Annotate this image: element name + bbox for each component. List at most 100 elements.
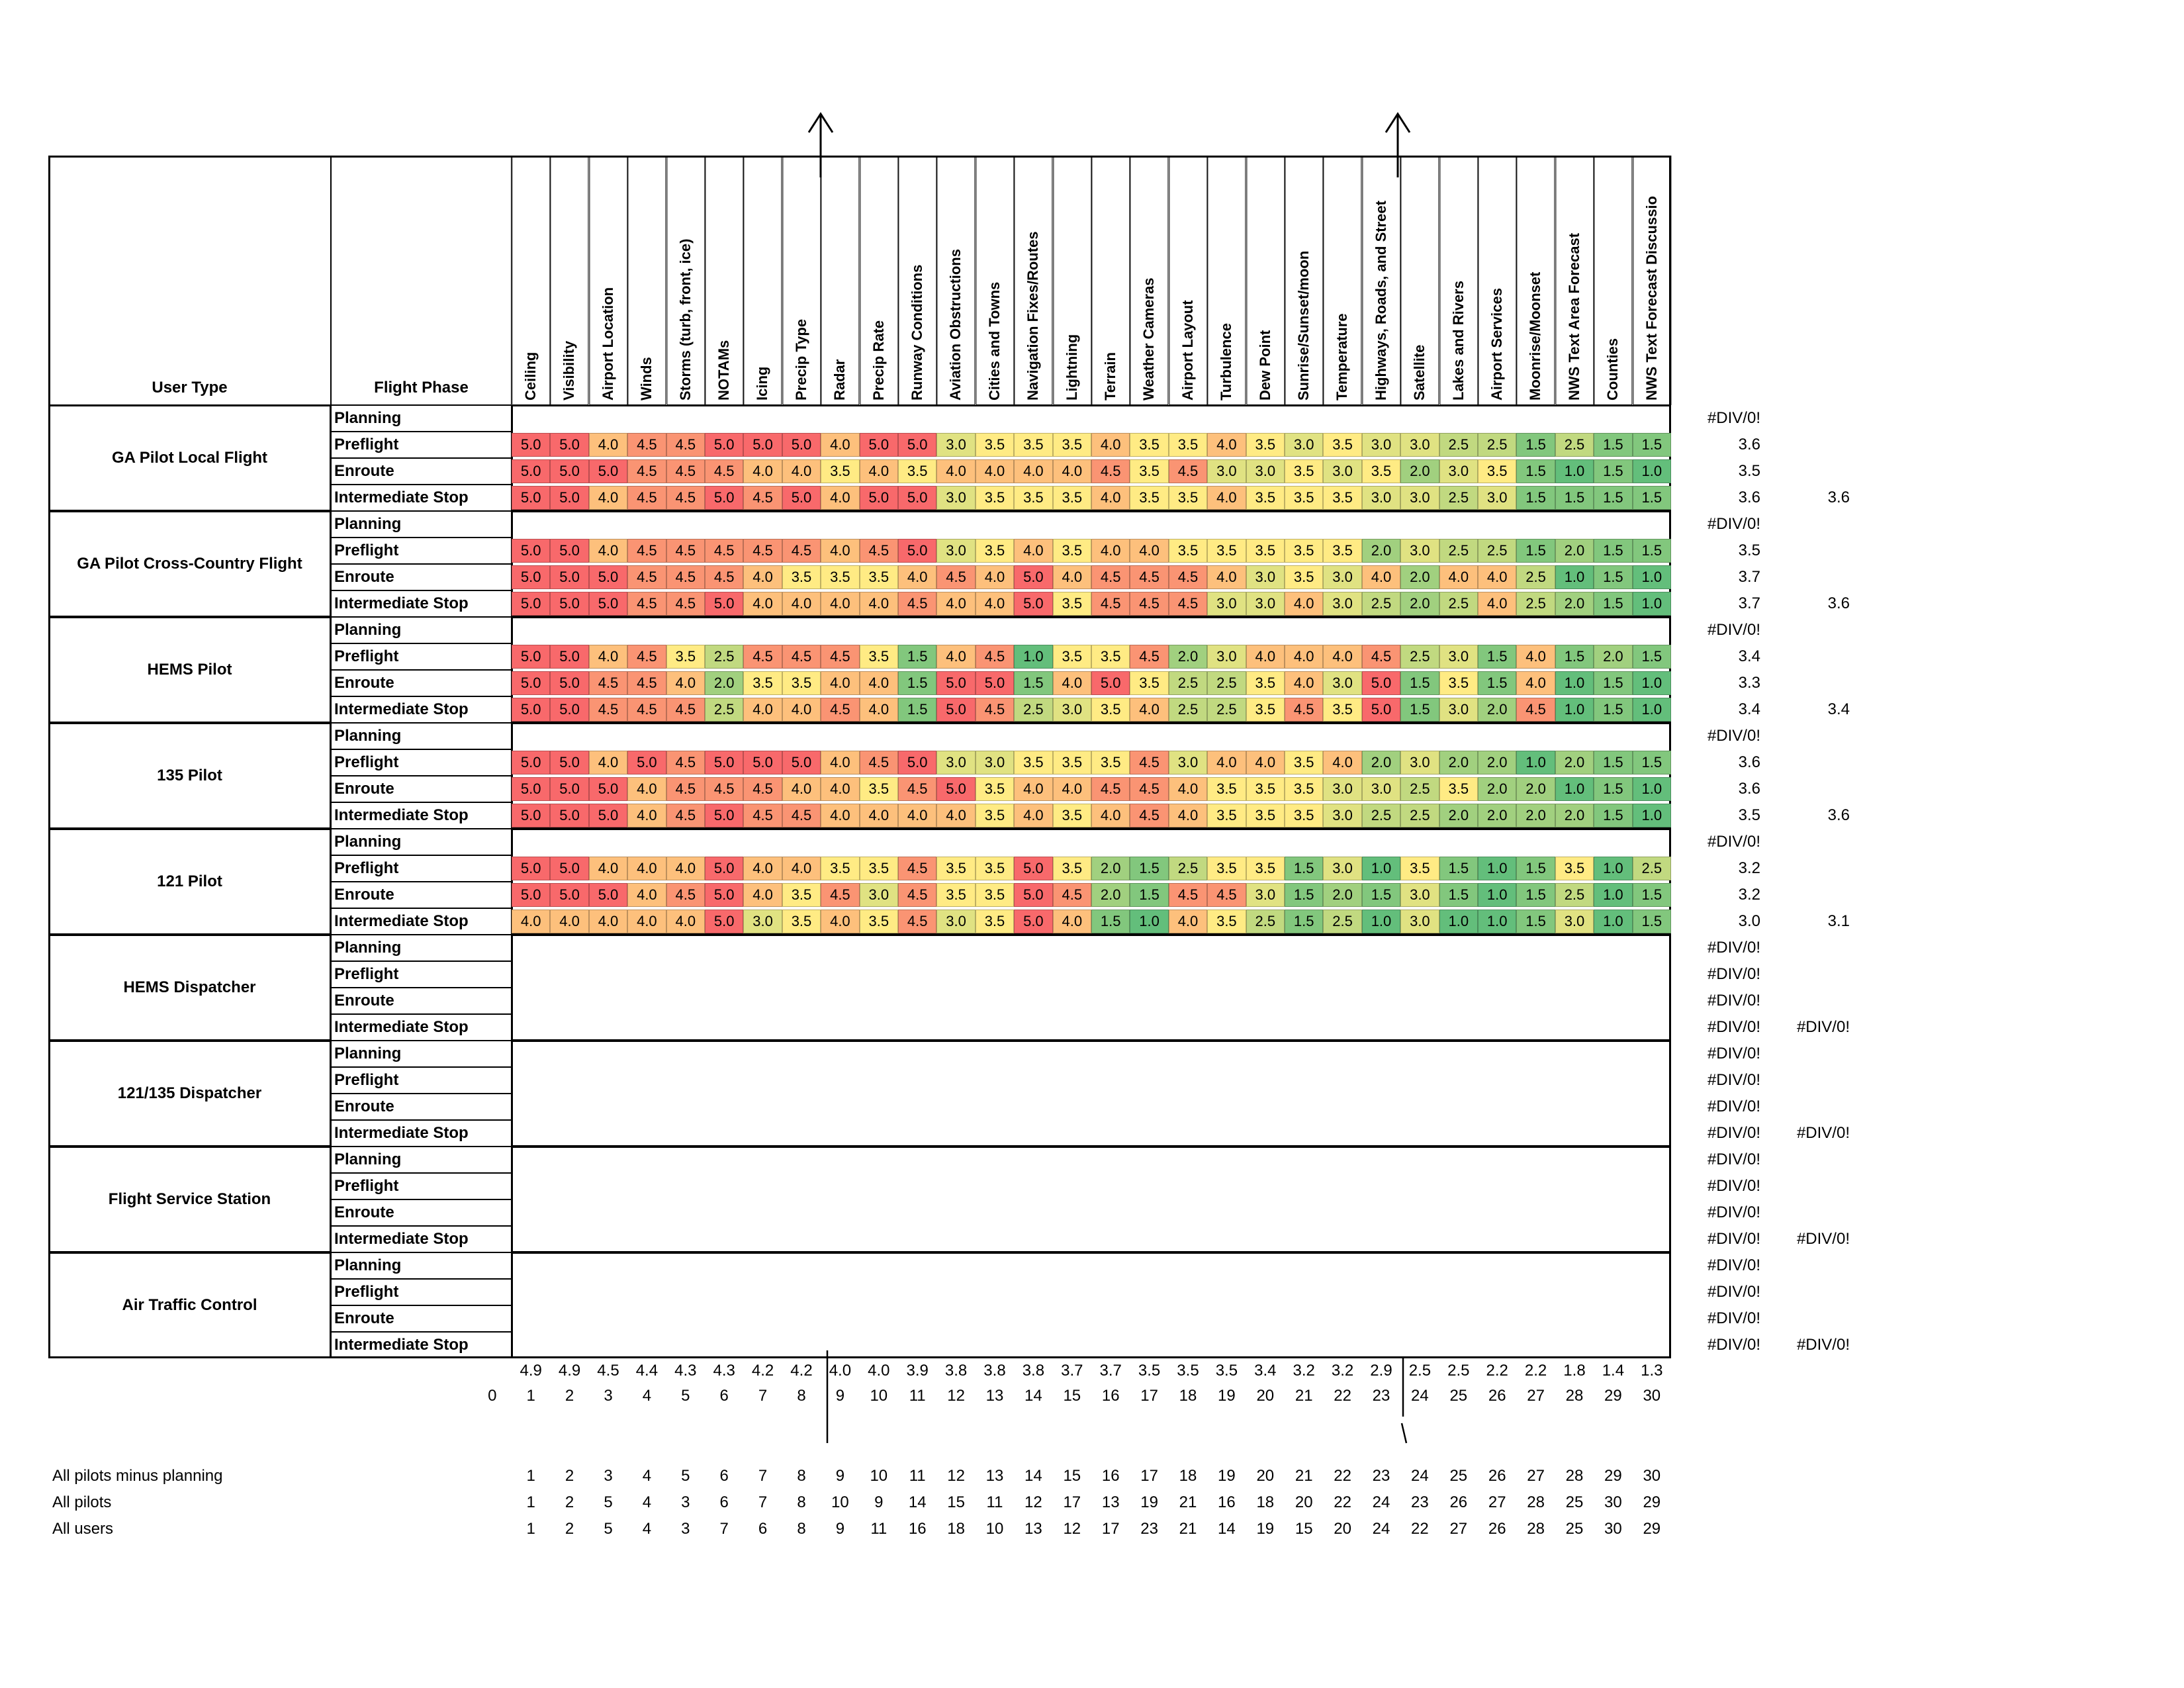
score-cell: 5.0 <box>1014 883 1053 907</box>
score-cell: 4.0 <box>743 459 782 483</box>
rank: 4 <box>642 1387 652 1405</box>
score-cell: 4.5 <box>666 592 705 616</box>
score-cell: 2.5 <box>1361 804 1401 827</box>
row-average: #DIV/0! <box>1707 1018 1760 1036</box>
score-cell: 2.5 <box>1555 883 1594 907</box>
score-cell: 4.5 <box>821 698 860 722</box>
score-cell: 4.0 <box>1130 698 1169 722</box>
flight-phase: Preflight <box>331 1279 512 1305</box>
flight-phase: Planning <box>331 723 512 749</box>
ranking-value: 16 <box>1218 1493 1236 1511</box>
score-cell: 4.0 <box>1091 433 1130 457</box>
ranking-value: 6 <box>719 1493 729 1511</box>
score-cell: 4.0 <box>936 645 976 669</box>
score-cell: 4.0 <box>1052 459 1091 483</box>
row-average: #DIV/0! <box>1707 1124 1760 1142</box>
score-cell: 1.5 <box>1400 671 1439 695</box>
column-header: NWS Text Area Forecast <box>1555 156 1594 405</box>
score-cell: 3.5 <box>1400 857 1439 880</box>
score-cell: 4.5 <box>1130 565 1169 589</box>
score-cell: 3.5 <box>859 910 898 933</box>
score-cell: 4.5 <box>705 777 744 801</box>
column-average: 3.7 <box>1061 1362 1083 1380</box>
score-cell: 4.0 <box>1091 539 1130 563</box>
score-cell: 4.5 <box>666 804 705 827</box>
score-cell: 4.5 <box>627 539 666 563</box>
ranking-value: 26 <box>1488 1520 1506 1538</box>
score-cell: 3.5 <box>936 883 976 907</box>
column-header: Airport Layout <box>1168 156 1208 405</box>
score-cell: 3.5 <box>1246 486 1285 510</box>
ranking-value: 8 <box>797 1467 806 1485</box>
score-cell: 3.5 <box>975 910 1015 933</box>
score-cell: 1.0 <box>1594 883 1633 907</box>
row-average: 3.6 <box>1738 753 1760 771</box>
ranking-value: 2 <box>565 1520 574 1538</box>
score-cell: 4.0 <box>1052 777 1091 801</box>
column-header: Lakes and Rivers <box>1439 156 1478 405</box>
score-cell: 3.5 <box>1323 433 1362 457</box>
score-cell: 4.5 <box>705 459 744 483</box>
score-cell: 3.5 <box>1052 486 1091 510</box>
score-cell: 5.0 <box>550 539 589 563</box>
score-cell: 2.0 <box>1361 539 1401 563</box>
column-average: 3.5 <box>1215 1362 1238 1380</box>
score-cell: 4.0 <box>627 910 666 933</box>
score-cell: 1.5 <box>1400 698 1439 722</box>
ranking-value: 4 <box>642 1467 652 1485</box>
score-cell: 4.0 <box>1168 777 1208 801</box>
column-average: 2.2 <box>1524 1362 1547 1380</box>
score-cell: 1.0 <box>1632 671 1671 695</box>
score-cell: 4.0 <box>588 857 628 880</box>
score-cell: 4.0 <box>1285 671 1324 695</box>
score-cell: 5.0 <box>550 565 589 589</box>
rank: 30 <box>1643 1387 1661 1405</box>
ranking-value: 12 <box>947 1467 965 1485</box>
score-cell: 2.5 <box>1207 671 1246 695</box>
score-cell: 1.5 <box>1516 883 1555 907</box>
user-type: HEMS Pilot <box>48 617 331 723</box>
row-average: #DIV/0! <box>1707 621 1760 639</box>
score-cell: 4.0 <box>859 698 898 722</box>
ranking-value: 27 <box>1488 1493 1506 1511</box>
score-cell: 4.5 <box>898 910 937 933</box>
score-cell: 3.0 <box>1207 592 1246 616</box>
data-block <box>512 1041 1671 1147</box>
score-cell: 5.0 <box>550 883 589 907</box>
ranking-value: 13 <box>985 1467 1004 1485</box>
score-cell: 2.0 <box>1555 751 1594 774</box>
score-cell: 3.0 <box>1052 698 1091 722</box>
score-cell: 4.5 <box>627 592 666 616</box>
score-cell: 5.0 <box>743 751 782 774</box>
score-cell: 4.0 <box>1516 645 1555 669</box>
column-average: 3.8 <box>944 1362 968 1380</box>
column-header: Winds <box>627 156 666 405</box>
score-cell: 4.5 <box>627 433 666 457</box>
score-cell: 4.5 <box>705 565 744 589</box>
score-cell: 5.0 <box>550 857 589 880</box>
column-header: Storms (turb, front, ice) <box>666 156 705 405</box>
score-cell: 4.5 <box>1052 883 1091 907</box>
rank: 17 <box>1140 1387 1158 1405</box>
rank: 25 <box>1449 1387 1468 1405</box>
score-cell: 3.5 <box>1246 777 1285 801</box>
ranking-value: 21 <box>1179 1520 1197 1538</box>
column-average: 4.2 <box>751 1362 774 1380</box>
rank: 24 <box>1411 1387 1429 1405</box>
flight-phase: Enroute <box>331 564 512 590</box>
score-cell: 4.0 <box>1478 592 1517 616</box>
score-cell: 1.5 <box>1555 645 1594 669</box>
score-cell: 4.5 <box>743 804 782 827</box>
score-cell: 2.5 <box>1323 910 1362 933</box>
score-cell: 3.5 <box>1207 539 1246 563</box>
score-cell: 4.0 <box>898 804 937 827</box>
ranking-value: 9 <box>835 1467 845 1485</box>
ranking-value: 20 <box>1295 1493 1313 1511</box>
score-cell: 3.5 <box>975 486 1015 510</box>
group-average: 3.6 <box>1827 594 1850 612</box>
column-header: Lightning <box>1052 156 1091 405</box>
score-cell: 1.5 <box>1632 486 1671 510</box>
score-cell: 2.5 <box>1246 910 1285 933</box>
score-cell: 1.5 <box>1516 910 1555 933</box>
header-cell <box>48 156 331 405</box>
